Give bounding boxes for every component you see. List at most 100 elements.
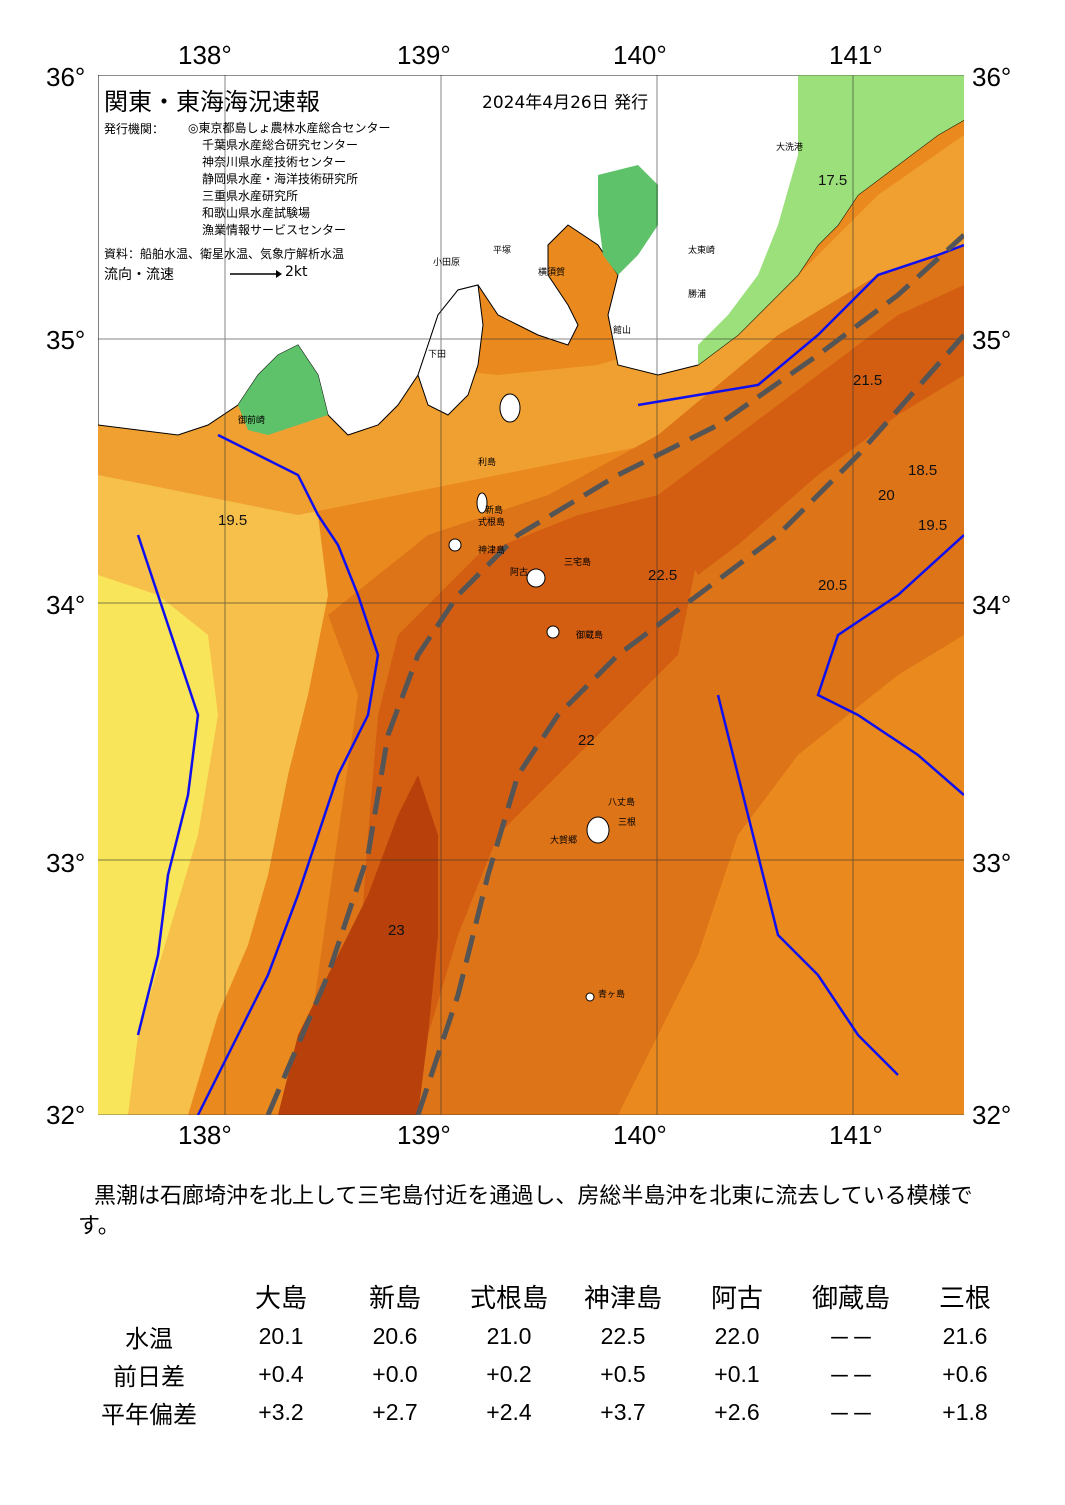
- isotherm-21-east: [716, 694, 899, 1076]
- lat-label-right-32: 32°: [972, 1100, 1012, 1130]
- table-col-header: 阿古: [710, 1283, 763, 1314]
- lat-label-right-36: 36°: [972, 62, 1012, 92]
- place-label: 利島: [478, 456, 496, 468]
- agency-line: 和歌山県水産試験場: [202, 206, 311, 220]
- lat-label-left-32: 32°: [46, 1100, 86, 1130]
- islands: [448, 393, 610, 1002]
- flow-scale-label: 2kt: [285, 264, 308, 280]
- row-label: 平年偏差: [101, 1400, 197, 1429]
- lat-label-left-34: 34°: [46, 590, 86, 620]
- table-cell: 21.0: [486, 1322, 532, 1349]
- place-names: 大洗港 太東崎 勝浦 館山 横須賀 平塚 小田原 下田 御前崎 利島 新島 式根…: [238, 141, 803, 1000]
- lat-label-left-33: 33°: [46, 848, 86, 878]
- table-cell: +3.7: [600, 1398, 646, 1425]
- hot-water-north: [658, 285, 964, 575]
- table-cell: +0.6: [942, 1360, 988, 1387]
- agency-line: 三重県水産研究所: [202, 189, 299, 203]
- table-col-header: 御蔵島: [811, 1283, 890, 1314]
- land-west-green: [238, 345, 328, 435]
- contour-label: 20.5: [818, 577, 847, 594]
- lon-label-top-140: 140°: [613, 40, 667, 70]
- contour-label: 17.5: [818, 172, 847, 189]
- contour-label: 20: [878, 487, 895, 504]
- sea-temperature-map: 17.5 18.5 19.5 19.5 20 20.5 21.5 22.5 23…: [98, 75, 964, 1115]
- lon-label-top-139: 139°: [397, 40, 451, 70]
- agency-line: ◎東京都島しょ農林水産総合センター: [188, 121, 391, 135]
- table-row: 平年偏差 +3.2 +2.7 +2.4 +3.7 +2.6 －－ +1.8: [74, 1393, 1022, 1431]
- lon-label-top-141: 141°: [829, 40, 883, 70]
- place-label: 大賀郷: [550, 834, 577, 846]
- contour-label: 18.5: [908, 462, 937, 479]
- table-cell: +0.1: [714, 1360, 760, 1387]
- table-cell: －－: [828, 1401, 874, 1427]
- lon-label-bottom-141: 141°: [829, 1120, 883, 1150]
- table-cell: 22.0: [714, 1322, 760, 1349]
- place-label: 横須賀: [538, 266, 565, 278]
- row-label: 水温: [125, 1324, 173, 1353]
- island-mikurajima: [546, 625, 560, 639]
- table-cell: +0.2: [486, 1360, 532, 1387]
- table-cell: +2.7: [372, 1398, 418, 1425]
- contour-labels: 17.5 18.5 19.5 19.5 20 20.5 21.5 22.5 23…: [218, 172, 947, 939]
- table-cell: 20.1: [258, 1322, 304, 1349]
- lat-label-left-36: 36°: [46, 62, 86, 92]
- table-cell: +0.0: [372, 1360, 418, 1387]
- lon-label-top-138: 138°: [178, 40, 232, 70]
- table-cell: +0.5: [600, 1360, 646, 1387]
- lat-label-left-35: 35°: [46, 325, 86, 355]
- lon-label-bottom-140: 140°: [613, 1120, 667, 1150]
- table-header-row: 大島 新島 式根島 神津島 阿古 御蔵島 三根: [74, 1275, 1022, 1317]
- lat-label-right-35: 35°: [972, 325, 1012, 355]
- table-cell: －－: [828, 1325, 874, 1351]
- place-label: 三宅島: [564, 556, 591, 568]
- kuroshio-axis-1: [265, 233, 964, 1115]
- contour-label: 21.5: [853, 372, 882, 389]
- data-source-note: 資料：船舶水温、衛星水温、気象庁解析水温: [104, 247, 345, 261]
- table-col-header: 三根: [938, 1283, 991, 1314]
- isotherm-19-5-west: [136, 534, 200, 1036]
- table-cell: +0.4: [258, 1360, 304, 1387]
- table-row: 水温 20.1 20.6 21.0 22.5 22.0 －－ 21.6: [74, 1317, 1022, 1355]
- table-row: 前日差 +0.4 +0.0 +0.2 +0.5 +0.1 －－ +0.6: [74, 1355, 1022, 1393]
- place-label: 御蔵島: [576, 629, 603, 641]
- place-label: 青ヶ島: [598, 988, 625, 1000]
- place-label: 阿古: [510, 566, 528, 578]
- flow-legend-label: 流向・流速: [104, 267, 174, 283]
- flow-arrow-icon: [230, 270, 282, 278]
- lon-label-bottom-138: 138°: [178, 1120, 232, 1150]
- graticule: [98, 75, 964, 1115]
- kuroshio-axis-2: [415, 333, 964, 1115]
- table-cell: +3.2: [258, 1398, 304, 1425]
- table-corner: [74, 1275, 224, 1317]
- agency-label: 発行機関：: [104, 122, 165, 136]
- island-hachijojima: [586, 816, 610, 844]
- row-label: 前日差: [113, 1362, 185, 1391]
- table-cell: 20.6: [372, 1322, 418, 1349]
- place-label: 平塚: [493, 245, 511, 256]
- table-col-header: 式根島: [469, 1283, 548, 1314]
- table-col-header: 神津島: [583, 1283, 662, 1314]
- table-cell: －－: [828, 1363, 874, 1389]
- isotherm-20-west: [196, 433, 380, 1115]
- lon-label-bottom-139: 139°: [397, 1120, 451, 1150]
- map-title: 関東・東海海況速報: [104, 88, 320, 116]
- issue-date: 2024年4月26日 発行: [482, 93, 649, 113]
- agency-line: 静岡県水産・海洋技術研究所: [202, 172, 359, 186]
- place-label: 大洗港: [776, 141, 803, 153]
- place-label: 下田: [428, 349, 446, 360]
- isotherm-20-east: [816, 534, 964, 796]
- agency-line: 千葉県水産総合研究センター: [202, 138, 359, 152]
- island-oshima: [499, 393, 521, 423]
- kuroshio-comment: 黒潮は石廊埼沖を北上して三宅島付近を通過し、房総半島沖を北東に流去している模様で…: [78, 1184, 973, 1239]
- isotherms: [136, 243, 964, 1115]
- contour-label: 22: [578, 732, 595, 749]
- island-niijima: [476, 492, 488, 514]
- table-col-header: 新島: [368, 1283, 421, 1314]
- place-label: 勝浦: [688, 288, 706, 300]
- kuroshio-axes: [265, 233, 964, 1115]
- place-label: 三根: [618, 816, 636, 828]
- coolest-water-west: [98, 575, 218, 1115]
- land-izu-green: [598, 165, 658, 275]
- contour-label: 22.5: [648, 567, 677, 584]
- table-col-header: 大島: [254, 1283, 307, 1314]
